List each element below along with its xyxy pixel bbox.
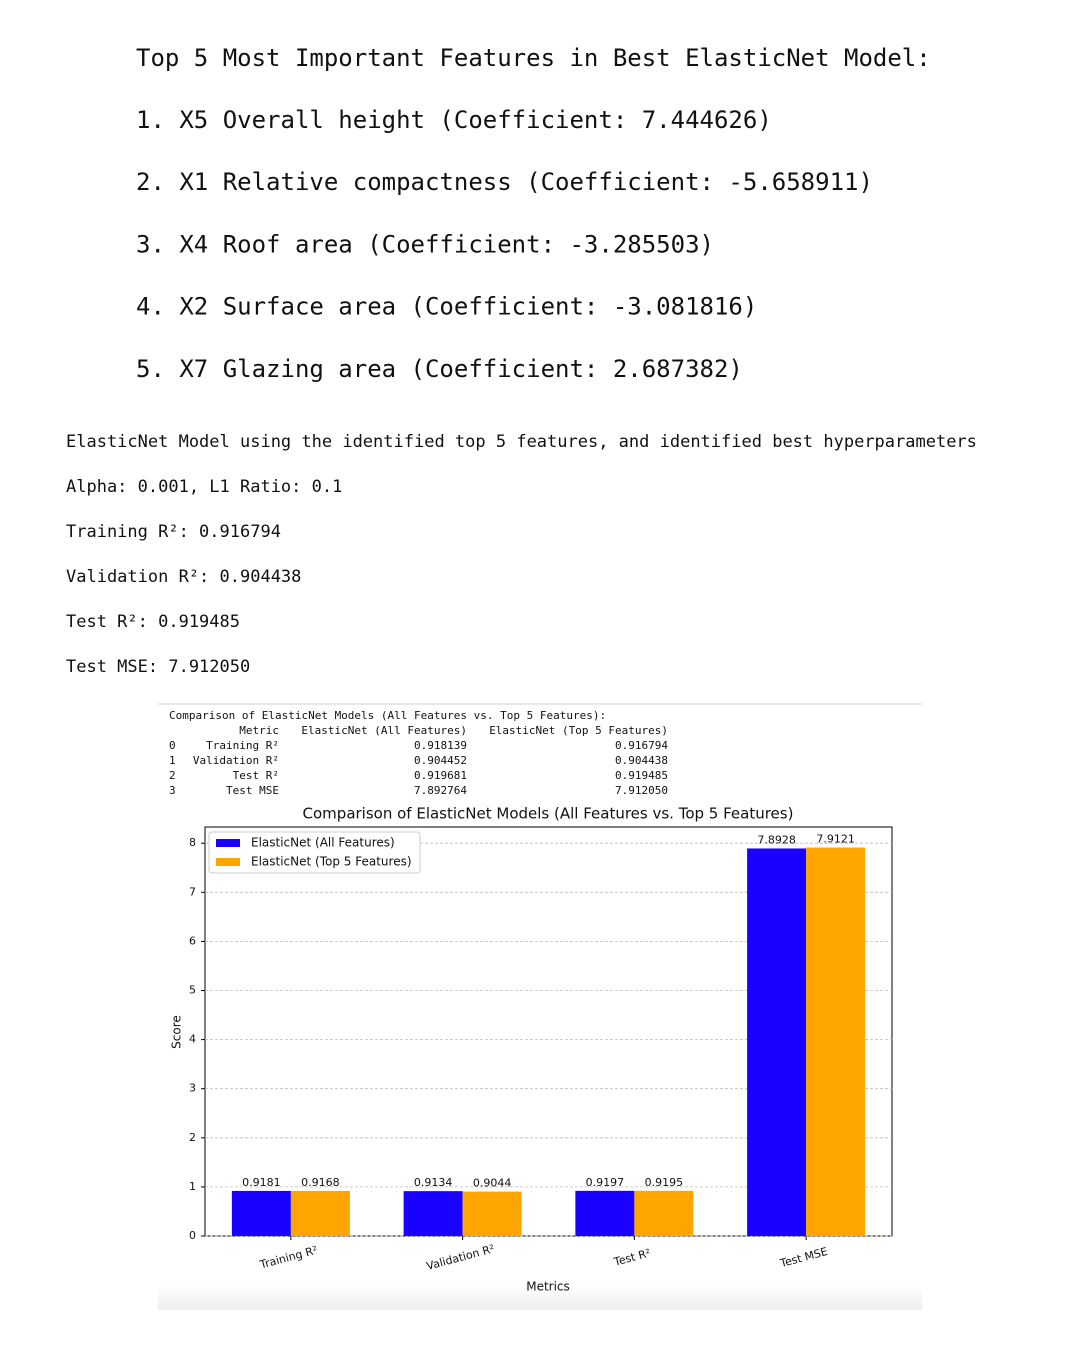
y-tick-label: 8 — [189, 836, 196, 849]
model-line: Test MSE: 7.912050 — [66, 657, 250, 677]
value-label: 0.9195 — [645, 1176, 684, 1189]
feature-item: 2. X1 Relative compactness (Coefficient:… — [136, 168, 873, 196]
table-header: Metric — [239, 724, 279, 737]
bar — [747, 848, 807, 1236]
legend-box — [208, 831, 421, 874]
chart-title: Comparison of ElasticNet Models (All Fea… — [303, 805, 794, 823]
table-title: Comparison of ElasticNet Models (All Fea… — [169, 709, 606, 722]
table-cell: 0.916794 — [615, 739, 668, 752]
y-tick-label: 1 — [189, 1180, 196, 1193]
feature-item: 3. X4 Roof area (Coefficient: -3.285503) — [136, 230, 714, 258]
table-header: ElasticNet (All Features) — [301, 724, 467, 737]
table-index: 0 — [169, 739, 176, 752]
x-tick-label: Training R² — [258, 1244, 319, 1272]
bar — [462, 1191, 522, 1236]
legend-swatch — [216, 858, 240, 866]
table-cell: 0.918139 — [414, 739, 467, 752]
table-index: 3 — [169, 784, 176, 797]
y-tick-label: 5 — [189, 984, 196, 997]
bar — [403, 1191, 463, 1236]
value-label: 7.9121 — [816, 833, 855, 846]
y-tick-label: 4 — [189, 1033, 196, 1046]
model-line: Training R²: 0.916794 — [66, 522, 281, 542]
table-cell: Test R² — [233, 769, 279, 782]
bar — [290, 1190, 350, 1236]
axes-frame — [204, 826, 893, 1237]
y-tick-label: 3 — [189, 1082, 196, 1095]
table-cell: 7.912050 — [615, 784, 668, 797]
table-cell: 0.904438 — [615, 754, 668, 767]
bar — [806, 847, 866, 1236]
y-tick-label: 7 — [189, 885, 196, 898]
model-line: Validation R²: 0.904438 — [66, 567, 301, 587]
value-label: 0.9044 — [473, 1177, 512, 1190]
y-tick-label: 0 — [189, 1229, 196, 1242]
value-label: 0.9197 — [586, 1176, 625, 1189]
table-cell: Validation R² — [193, 754, 279, 767]
legend-label: ElasticNet (All Features) — [251, 836, 395, 850]
bar — [575, 1190, 635, 1236]
table-index: 2 — [169, 769, 176, 782]
table-cell: 7.892764 — [414, 784, 467, 797]
table-cell: 0.904452 — [414, 754, 467, 767]
model-line: Test R²: 0.919485 — [66, 612, 240, 632]
model-line: ElasticNet Model using the identified to… — [66, 432, 977, 452]
y-tick-label: 2 — [189, 1131, 196, 1144]
bar — [231, 1190, 291, 1236]
value-label: 0.9134 — [414, 1176, 453, 1189]
value-label: 0.9181 — [242, 1176, 281, 1189]
x-tick-label: Validation R² — [425, 1242, 496, 1273]
x-tick-label: Test MSE — [778, 1245, 829, 1270]
value-label: 0.9168 — [301, 1176, 340, 1189]
x-axis-label: Metrics — [526, 1280, 570, 1294]
feature-item: 5. X7 Glazing area (Coefficient: 2.68738… — [136, 355, 743, 383]
legend-swatch — [216, 839, 240, 847]
y-axis-label: Score — [170, 1015, 184, 1049]
feature-item: 1. X5 Overall height (Coefficient: 7.444… — [136, 106, 772, 134]
model-line: Alpha: 0.001, L1 Ratio: 0.1 — [66, 477, 342, 497]
table-header: ElasticNet (Top 5 Features) — [489, 724, 668, 737]
bar — [634, 1190, 694, 1236]
table-index: 1 — [169, 754, 176, 767]
table-cell: Training R² — [206, 739, 279, 752]
fade — [158, 1285, 922, 1310]
x-tick-label: Test R² — [612, 1246, 652, 1268]
feature-item: 4. X2 Surface area (Coefficient: -3.0818… — [136, 293, 757, 321]
y-tick-label: 6 — [189, 934, 196, 947]
table-cell: Test MSE — [226, 784, 279, 797]
value-label: 7.8928 — [757, 833, 796, 846]
table-cell: 0.919485 — [615, 769, 668, 782]
table-cell: 0.919681 — [414, 769, 467, 782]
heading: Top 5 Most Important Features in Best El… — [136, 44, 931, 72]
legend-label: ElasticNet (Top 5 Features) — [251, 855, 412, 869]
